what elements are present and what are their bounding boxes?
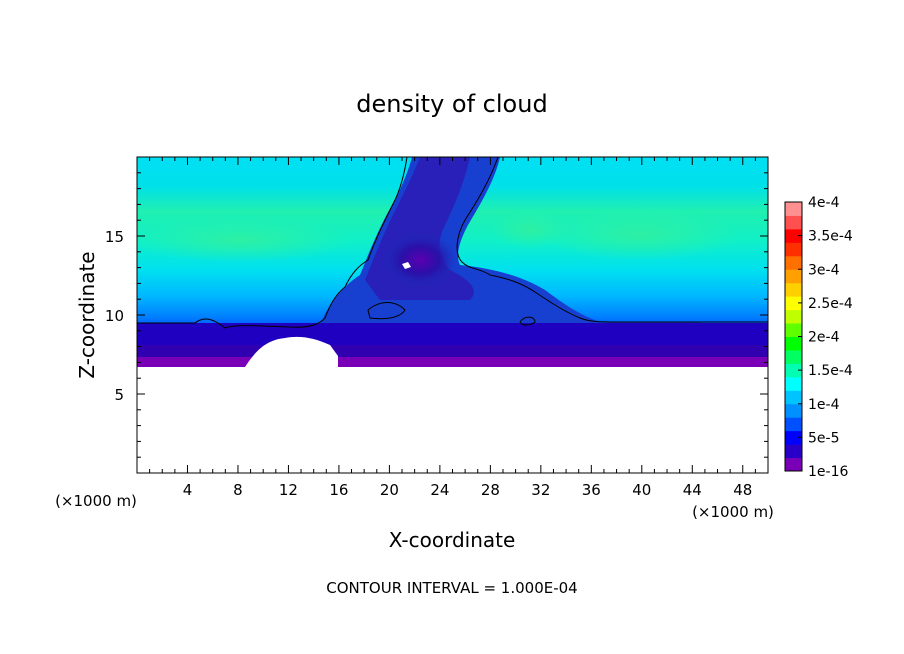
- colorbar-label: 3e-4: [808, 262, 840, 278]
- colorbar-swatch: [785, 417, 802, 432]
- colorbar-label: 2e-4: [808, 330, 840, 346]
- x-tick-label: 12: [279, 481, 298, 499]
- colorbar-swatch: [785, 349, 802, 364]
- colorbar-swatch: [785, 390, 802, 405]
- field-patch-mid: [490, 212, 570, 248]
- y-tick-label: 10: [105, 307, 124, 325]
- y-axis-label: Z-coordinate: [75, 251, 99, 378]
- colorbar-label: 5e-5: [808, 430, 839, 446]
- colorbar-swatch: [785, 202, 802, 216]
- colorbar-label: 1e-16: [808, 464, 848, 480]
- field-patch-left: [137, 218, 350, 262]
- cloud-base-holes: [137, 336, 338, 372]
- cloud-base-edge: [137, 357, 768, 367]
- cloud-core: [382, 232, 458, 288]
- x-tick-label: 48: [733, 481, 752, 499]
- colorbar-swatch: [785, 269, 802, 284]
- colorbar-swatch: [785, 255, 802, 270]
- colorbar-swatch: [785, 444, 802, 459]
- colorbar: [784, 201, 803, 472]
- cloud-base-deep: [137, 345, 768, 357]
- x-tick-label: 28: [481, 481, 500, 499]
- x-tick-label: 32: [531, 481, 550, 499]
- colorbar-swatch: [785, 376, 802, 391]
- chart-title: density of cloud: [356, 90, 547, 118]
- contour-line-base: [137, 157, 408, 329]
- colorbar-swatch: [785, 430, 802, 445]
- contour-loop: [367, 302, 406, 320]
- x-tick-label: 40: [632, 481, 651, 499]
- contour-line-right: [456, 157, 768, 323]
- colorbar-label: 3.5e-4: [808, 229, 853, 245]
- colorbar-swatch: [785, 215, 802, 230]
- axis-ticks: [137, 157, 768, 473]
- colorbar-swatch: [785, 323, 802, 337]
- x-unit-left: (×1000 m): [55, 492, 137, 510]
- colorbar-label: 4e-4: [808, 195, 840, 211]
- colorbar-swatch: [785, 228, 802, 243]
- colorbar-swatch: [785, 282, 802, 297]
- colorbar-swatch: [785, 309, 802, 324]
- x-tick-label: 16: [329, 481, 348, 499]
- colorbar-swatch: [785, 296, 802, 311]
- clear-air-region: [137, 367, 768, 473]
- colorbar-label: 1.5e-4: [808, 363, 853, 379]
- field-patch-right: [540, 210, 740, 260]
- plot-field: [137, 157, 768, 473]
- x-tick-label: 8: [233, 481, 243, 499]
- colorbar-swatch: [785, 336, 802, 351]
- colorbar-label: 2.5e-4: [808, 296, 853, 312]
- colorbar-swatch: [785, 242, 802, 257]
- cloud-core-gap: [402, 262, 411, 269]
- contour-loop-small: [519, 316, 536, 326]
- contour-interval-note: CONTOUR INTERVAL = 1.000E-04: [326, 579, 577, 597]
- x-tick-label: 44: [683, 481, 702, 499]
- x-tick-labels: 4 8 12 16 20 24 28 32 36 40 44 48: [183, 481, 753, 499]
- x-tick-label: 4: [183, 481, 193, 499]
- x-axis-label: X-coordinate: [389, 528, 516, 552]
- colorbar-swatch: [785, 403, 802, 418]
- colorbar-swatch: [785, 457, 802, 472]
- x-tick-label: 24: [430, 481, 449, 499]
- x-unit-right: (×1000 m): [692, 503, 774, 521]
- colorbar-label: 1e-4: [808, 397, 840, 413]
- colorbar-labels: 1e-16 5e-5 1e-4 1.5e-4 2e-4 2.5e-4 3e-4 3.5e-4 4…: [808, 195, 853, 480]
- y-tick-label: 5: [114, 386, 124, 404]
- y-tick-labels: 5 10 15: [105, 228, 124, 404]
- x-tick-label: 20: [380, 481, 399, 499]
- x-tick-label: 36: [582, 481, 601, 499]
- colorbar-swatch: [785, 363, 802, 378]
- y-tick-label: 15: [105, 228, 124, 246]
